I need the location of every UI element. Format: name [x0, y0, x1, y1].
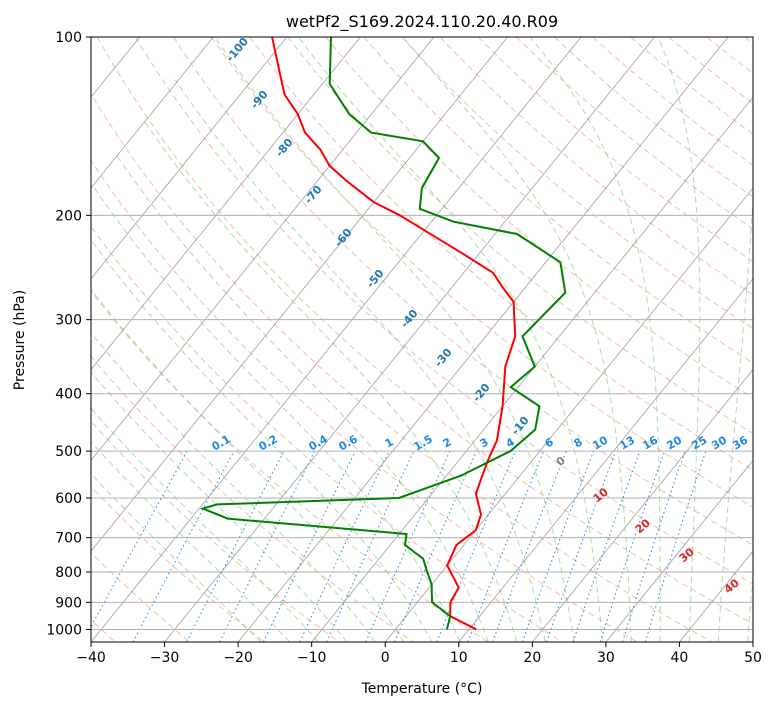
moist-adiabat-line	[91, 441, 291, 642]
chart-title: wetPf2_S169.2024.110.20.40.R09	[286, 12, 558, 32]
dry-adiabat-line	[91, 93, 713, 642]
y-tick-label: 100	[55, 30, 82, 46]
mixing-ratio-line	[326, 450, 415, 642]
moist-adiabat-line	[402, 37, 632, 642]
dry-adiabat-line	[91, 355, 414, 642]
mixing-ratio-line	[644, 450, 707, 642]
x-tick-label: 0	[381, 650, 390, 666]
y-tick-label: 900	[55, 595, 82, 611]
dry-adiabat-line	[516, 37, 753, 230]
moist-adiabat-line	[143, 119, 518, 642]
background-lines	[91, 37, 753, 642]
y-tick-label: 600	[55, 491, 82, 507]
isotherm-line	[164, 37, 655, 642]
moist-adiabat-line	[657, 37, 701, 642]
mixing-ratio-line	[132, 450, 235, 642]
isotherm-line	[91, 37, 582, 642]
moist-adiabat-line	[717, 191, 753, 642]
x-tick-label: 50	[744, 650, 762, 666]
y-axis-label: Pressure (hPa)	[12, 290, 28, 390]
pressure-grid	[91, 37, 753, 630]
temperature-profile-line	[271, 37, 517, 631]
y-tick-label: 700	[55, 531, 82, 547]
dry-adiabat-line	[91, 486, 265, 642]
x-axis-label: Temperature (°C)	[361, 681, 483, 697]
dry-adiabat-line	[439, 37, 753, 296]
dry-adiabat-line	[554, 37, 753, 198]
mixing-ratio-line	[467, 450, 545, 642]
moist-adiabat-line	[91, 332, 376, 642]
moist-adiabat-line	[529, 37, 661, 642]
moist-adiabat-line	[91, 472, 262, 642]
mixing-ratio-line	[299, 450, 390, 642]
isotherm-line	[237, 37, 729, 642]
x-tick-label: −40	[76, 650, 106, 666]
isotherm-line	[605, 459, 753, 642]
y-tick-label: 400	[55, 387, 82, 403]
isotherm-line	[91, 37, 508, 552]
isotherm-line	[91, 37, 214, 189]
dewpoint-profile-line	[199, 37, 567, 630]
moist-adiabat-line	[91, 239, 433, 642]
moist-adiabat-line	[297, 37, 603, 642]
y-tick-label: 200	[55, 208, 82, 224]
x-tick-label: 40	[671, 650, 689, 666]
plot-frame	[90, 36, 754, 643]
isotherm-line	[311, 96, 753, 642]
dry-adiabat-line	[401, 37, 753, 330]
isotherm-line	[91, 37, 435, 462]
profiles	[199, 37, 567, 631]
isotherm-line	[91, 37, 361, 371]
y-tick-label: 300	[55, 313, 82, 329]
x-tick-label: 20	[523, 650, 541, 666]
moist-adiabat-line	[92, 185, 461, 642]
dry-adiabat-line	[91, 290, 489, 642]
dry-adiabat-line	[96, 37, 753, 625]
x-tick-label: −10	[297, 650, 327, 666]
moist-adiabat-line	[214, 37, 575, 642]
dry-adiabat-line	[173, 37, 753, 546]
isotherm-line	[532, 368, 753, 642]
mixing-ratio-line	[492, 450, 567, 642]
mixing-ratio-line	[572, 450, 641, 642]
moist-adiabat-line	[91, 371, 348, 642]
x-tick-label: 10	[450, 650, 468, 666]
mixing-ratio-line	[599, 450, 666, 642]
mixing-ratio-line	[622, 450, 686, 642]
x-tick-label: 30	[597, 650, 615, 666]
mixing-ratio-line	[263, 450, 356, 642]
axes: −40 −30 −20 −10 0 10 20 30 40 50 100 200 300 400 500 60…	[46, 30, 762, 666]
isotherm-line	[384, 187, 753, 642]
y-tick-label: 500	[55, 444, 82, 460]
dry-adiabat-line	[91, 159, 638, 642]
y-tick-label: 1000	[46, 622, 82, 638]
dry-adiabat-line	[211, 37, 753, 508]
x-tick-label: −30	[150, 650, 180, 666]
dry-adiabat-line	[325, 37, 753, 399]
isotherm-line	[91, 37, 288, 280]
moist-adiabat-line	[91, 288, 405, 642]
moist-adiabat-line	[174, 79, 546, 642]
dry-adiabat-line	[287, 37, 753, 435]
x-tick-label: −20	[223, 650, 253, 666]
y-tick-label: 800	[55, 565, 82, 581]
moist-adiabat-line	[747, 572, 753, 642]
isotherm-line	[458, 278, 753, 642]
dry-adiabat-line	[91, 225, 563, 642]
